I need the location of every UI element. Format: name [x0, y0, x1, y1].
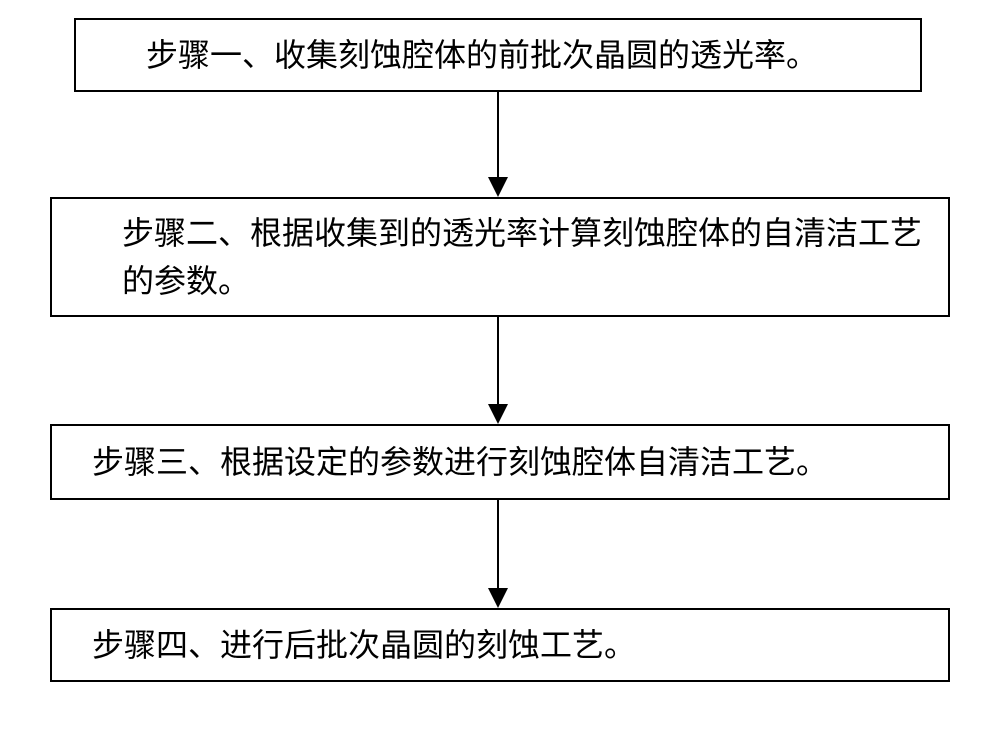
arrow-head-1	[488, 177, 508, 197]
arrow-head-2	[488, 404, 508, 424]
flow-node-step2: 步骤二、根据收集到的透光率计算刻蚀腔体的自清洁工艺的参数。	[50, 197, 950, 317]
arrow-line-1	[497, 92, 499, 177]
flow-node-step1: 步骤一、收集刻蚀腔体的前批次晶圆的透光率。	[74, 18, 922, 92]
arrow-line-2	[497, 317, 499, 404]
flow-node-step3: 步骤三、根据设定的参数进行刻蚀腔体自清洁工艺。	[50, 424, 950, 500]
arrow-head-3	[488, 588, 508, 608]
flowchart-canvas: 步骤一、收集刻蚀腔体的前批次晶圆的透光率。步骤二、根据收集到的透光率计算刻蚀腔体…	[0, 0, 1000, 729]
flow-node-label: 步骤四、进行后批次晶圆的刻蚀工艺。	[92, 621, 938, 669]
flow-node-label: 步骤三、根据设定的参数进行刻蚀腔体自清洁工艺。	[92, 438, 938, 486]
arrow-line-3	[497, 500, 499, 588]
flow-node-label: 步骤二、根据收集到的透光率计算刻蚀腔体的自清洁工艺的参数。	[122, 209, 928, 305]
flow-node-step4: 步骤四、进行后批次晶圆的刻蚀工艺。	[50, 608, 950, 682]
flow-node-label: 步骤一、收集刻蚀腔体的前批次晶圆的透光率。	[146, 31, 910, 79]
